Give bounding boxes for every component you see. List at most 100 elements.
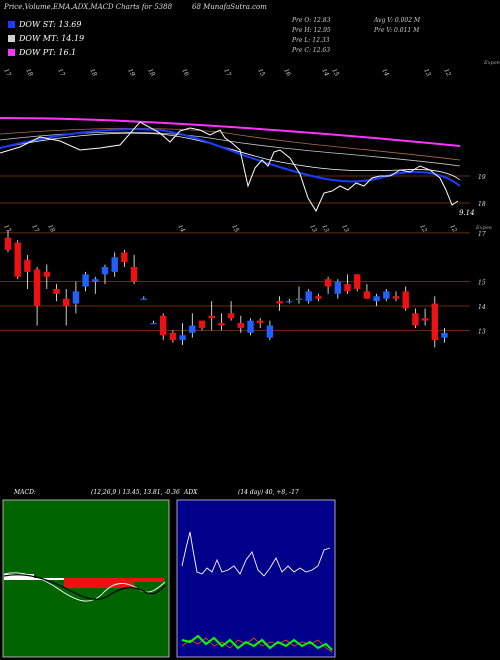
candle <box>43 264 50 289</box>
price-tick-label: 13 <box>478 328 486 335</box>
candle-body <box>72 291 80 304</box>
adx-panel: ADX (14 day) 40, +8, -17 <box>176 489 336 658</box>
candle-body <box>53 288 60 294</box>
legend-dow-st: DOW ST: 13.69 <box>8 20 81 29</box>
candle-body <box>383 291 390 299</box>
candle <box>392 291 400 302</box>
top-date-label: 12 <box>442 68 452 78</box>
top-date-label: 17 <box>222 68 232 78</box>
candle-body <box>276 301 283 304</box>
macd-signal-line <box>3 574 167 600</box>
candle <box>198 320 206 331</box>
ohlc-avg-volume: Avg V: 0.002 M <box>374 17 421 24</box>
ema-line <box>0 127 461 161</box>
candle <box>101 264 109 285</box>
top-date-label: 13 <box>422 68 432 78</box>
candle <box>257 318 264 328</box>
chart-source: 68 MunafaSutra.com <box>192 3 267 11</box>
candle-date-label: 15 <box>230 224 240 234</box>
top-date-label: 17 <box>2 68 12 78</box>
ohlc-low: Pre L: 12.33 <box>292 37 330 44</box>
candle-body <box>392 296 400 299</box>
top-date-label: 16 <box>282 68 292 78</box>
candle-body <box>43 271 50 277</box>
candle <box>305 288 312 304</box>
candle <box>286 298 293 304</box>
candle-body <box>344 284 351 292</box>
macd-bar <box>134 578 164 582</box>
candle-body <box>354 274 361 289</box>
candle <box>140 296 147 300</box>
candle <box>334 279 341 299</box>
top-axis-note: Expon <box>483 60 500 66</box>
candle-body <box>247 320 254 333</box>
candle-body <box>150 323 157 325</box>
candle <box>373 293 380 306</box>
candle <box>160 313 167 341</box>
swatch-icon <box>8 49 15 56</box>
swatch-icon <box>8 21 15 28</box>
macd-bar <box>34 578 64 580</box>
candle-body <box>198 320 206 328</box>
candle <box>237 315 244 333</box>
legend-dow-pt: DOW PT: 16.1 <box>8 48 76 57</box>
candle <box>208 301 215 331</box>
candle-body <box>286 301 293 303</box>
ohlc-high: Pre H: 12.95 <box>292 27 331 34</box>
top-date-label: 19 <box>126 68 136 78</box>
candle-grid <box>0 232 470 331</box>
candle <box>421 308 429 326</box>
candle-body <box>266 325 274 338</box>
candle <box>276 296 283 311</box>
candle-body <box>227 313 235 319</box>
macd-panel: MACD: (12,26,9 ) 13.45, 13.81, -0.36 <box>2 489 180 658</box>
ema-panel: 19 18 9.14 <box>0 117 486 217</box>
candle <box>247 318 254 336</box>
legend-dow-mt: DOW MT: 14.19 <box>8 34 84 43</box>
candle <box>14 240 21 280</box>
adx-line <box>181 531 331 577</box>
candle <box>111 252 118 277</box>
candle-body <box>189 325 196 333</box>
candle <box>63 288 70 326</box>
candle-body <box>373 296 380 302</box>
candle-body <box>130 267 138 282</box>
candle <box>383 288 390 302</box>
candle <box>189 313 196 338</box>
candle-body <box>121 252 128 263</box>
ohlc-open: Pre O: 12.83 <box>292 17 331 24</box>
candle-body <box>421 318 429 321</box>
ema-short-line <box>0 128 461 187</box>
candle-body <box>92 279 99 282</box>
legend-dow-mt-label: DOW MT: 14.19 <box>19 34 85 43</box>
candle-body <box>63 298 70 306</box>
candle-body <box>14 242 21 277</box>
candle <box>150 320 157 325</box>
price-line <box>0 121 459 213</box>
top-date-label: 17 <box>56 68 66 78</box>
adx-label: ADX <box>183 489 198 496</box>
candle-body <box>334 281 341 294</box>
candle <box>130 254 138 285</box>
candle <box>431 296 438 348</box>
candle <box>324 276 332 294</box>
candle <box>4 230 12 253</box>
ema-tick-18: 18 <box>478 201 486 208</box>
candle-body <box>305 291 312 302</box>
top-date-label: 15 <box>330 68 340 78</box>
candle-body <box>4 237 12 250</box>
last-price-label: 9.14 <box>459 209 475 217</box>
candle <box>53 284 60 302</box>
candle <box>295 286 303 304</box>
candle-body <box>160 315 167 336</box>
candle-date-label: 18 <box>46 224 56 234</box>
macd-bar <box>4 574 34 580</box>
candle-body <box>324 279 332 287</box>
ema-long-line <box>0 117 461 147</box>
candle-date-label: 12 <box>418 224 428 234</box>
candle-body <box>218 323 225 326</box>
top-date-label: 18 <box>88 68 98 78</box>
candle-body <box>237 323 244 328</box>
candle-body <box>412 313 419 326</box>
candle-body <box>363 291 371 299</box>
